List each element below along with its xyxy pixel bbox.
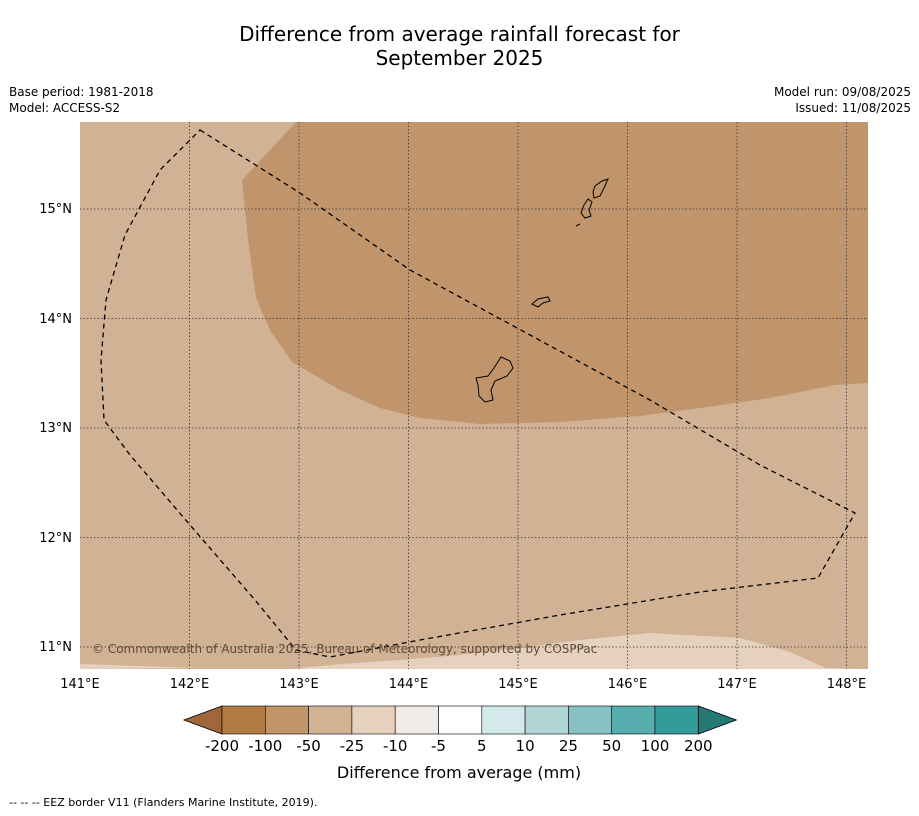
meta-left: Base period: 1981-2018 Model: ACCESS-S2: [9, 84, 154, 116]
colorbar-segment: [568, 705, 613, 735]
model-name: Model: ACCESS-S2: [9, 101, 121, 115]
lat-tick-11: 11°N: [39, 640, 72, 655]
colorbar-segment: [264, 705, 309, 735]
colorbar-tick-label: -5: [431, 737, 446, 755]
colorbar-tick-label: -25: [340, 737, 365, 755]
lat-tick-labels: 15°N 14°N 13°N 12°N 11°N: [39, 202, 72, 655]
island-saipan: [592, 178, 609, 199]
region-fill-light: [290, 633, 868, 669]
island-guam: [475, 356, 514, 403]
lat-tick-14: 14°N: [39, 312, 72, 327]
colorbar-label: Difference from average (mm): [337, 763, 581, 782]
meta-right: Model run: 09/08/2025 Issued: 11/08/2025: [774, 84, 911, 116]
lon-tick-147: 147°E: [717, 677, 757, 692]
island-tinian: [580, 198, 593, 219]
colorbar-tick-label: 10: [516, 737, 535, 755]
copyright-text: © Commonwealth of Australia 2025, Bureau…: [92, 642, 597, 656]
colorbar-tick-label: 50: [602, 737, 621, 755]
title-line-2: September 2025: [375, 46, 544, 70]
colorbar-segment: [308, 705, 353, 735]
lat-tick-13: 13°N: [39, 421, 72, 436]
colorbar-segment: [394, 705, 439, 735]
colorbar-segment: [221, 705, 266, 735]
lon-tick-141: 141°E: [60, 677, 100, 692]
lon-tick-labels: 141°E 142°E 143°E 144°E 145°E 146°E 147°…: [60, 677, 866, 692]
colorbar-segment: [438, 705, 483, 735]
lon-tick-142: 142°E: [170, 677, 210, 692]
colorbar-tick-label: 25: [559, 737, 578, 755]
lon-tick-143: 143°E: [279, 677, 319, 692]
colorbar-tick-label: -100: [248, 737, 282, 755]
coastlines: [475, 178, 609, 403]
lon-tick-144: 144°E: [389, 677, 429, 692]
footnote-eez: -- -- -- EEZ border V11 (Flanders Marine…: [9, 796, 318, 809]
title-line-1: Difference from average rainfall forecas…: [239, 22, 680, 46]
gridlines: [80, 122, 868, 669]
lat-tick-12: 12°N: [39, 531, 72, 546]
colorbar-tick-label: -50: [296, 737, 321, 755]
colorbar-segment: [524, 705, 569, 735]
region-fill-dry: [242, 122, 868, 424]
model-run: Model run: 09/08/2025: [773, 85, 911, 99]
region-fill-left-strip: [80, 664, 200, 669]
base-period: Base period: 1981-2018: [9, 85, 154, 99]
issued-date: Issued: 11/08/2025: [795, 101, 911, 115]
map-area: © Commonwealth of Australia 2025, Bureau…: [80, 122, 868, 669]
colorbar: -200 -100 -50 -25 -10 -5 5 10 25 50 100 200: [182, 705, 738, 755]
lon-tick-148: 148°E: [827, 677, 867, 692]
colorbar-segment: [611, 705, 656, 735]
lat-tick-15: 15°N: [39, 202, 72, 217]
colorbar-tick-label: -200: [205, 737, 239, 755]
island-aguijan: [575, 223, 581, 227]
colorbar-tick-label: 100: [641, 737, 670, 755]
colorbar-extend-high: [697, 705, 738, 735]
island-rota: [531, 296, 551, 308]
chart-title: Difference from average rainfall forecas…: [0, 22, 919, 70]
map-svg: © Commonwealth of Australia 2025, Bureau…: [39, 122, 868, 782]
colorbar-segment: [351, 705, 396, 735]
colorbar-extend-low: [182, 705, 223, 735]
lon-tick-145: 145°E: [498, 677, 538, 692]
colorbar-tick-label: 200: [684, 737, 713, 755]
colorbar-segment: [481, 705, 526, 735]
lon-tick-146: 146°E: [608, 677, 648, 692]
colorbar-tick-label: -10: [383, 737, 408, 755]
colorbar-tick-label: 5: [477, 737, 487, 755]
colorbar-segment: [654, 705, 699, 735]
